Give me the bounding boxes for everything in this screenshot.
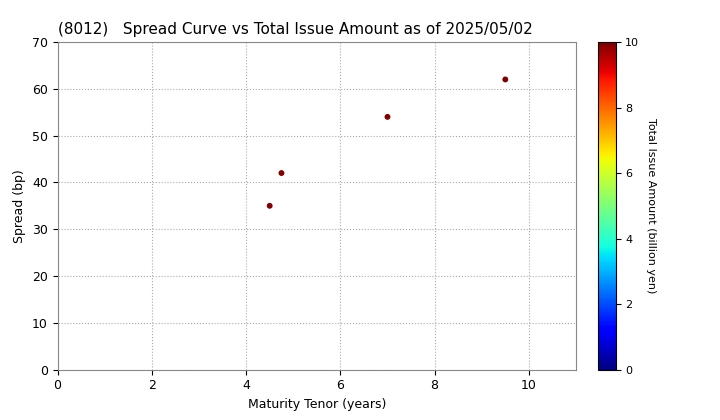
Point — [276, 170, 287, 176]
Y-axis label: Total Issue Amount (billion yen): Total Issue Amount (billion yen) — [646, 118, 656, 294]
Text: (8012)   Spread Curve vs Total Issue Amount as of 2025/05/02: (8012) Spread Curve vs Total Issue Amoun… — [58, 22, 532, 37]
Y-axis label: Spread (bp): Spread (bp) — [14, 169, 27, 243]
X-axis label: Maturity Tenor (years): Maturity Tenor (years) — [248, 398, 386, 411]
Point — [264, 202, 276, 209]
Point — [382, 113, 393, 120]
Point — [500, 76, 511, 83]
